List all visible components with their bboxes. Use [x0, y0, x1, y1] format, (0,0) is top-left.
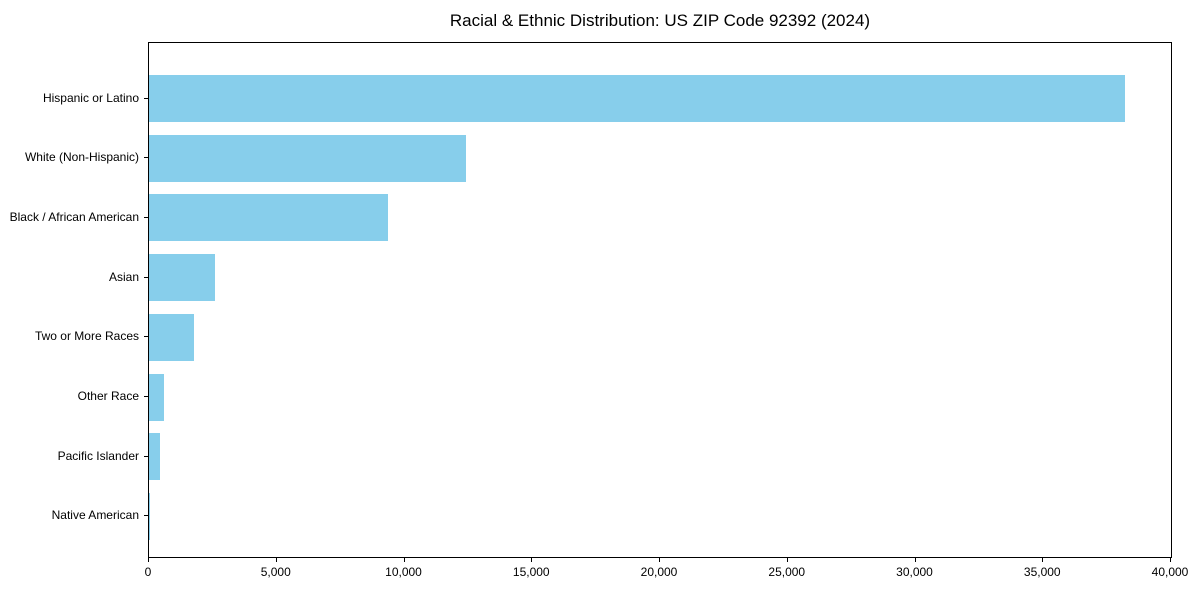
chart-title: Racial & Ethnic Distribution: US ZIP Cod…	[449, 11, 871, 30]
y-tick-mark	[144, 157, 148, 159]
x-tick-mark	[786, 558, 788, 562]
bar-hispanic-or-latino	[149, 75, 1125, 122]
y-tick-mark	[144, 97, 148, 99]
x-tick-mark	[914, 558, 916, 562]
y-tick-mark	[144, 396, 148, 397]
y-tick-label-other-race: Other Race	[77, 389, 139, 403]
x-tick-mark	[403, 558, 405, 562]
x-tick-mark	[1042, 558, 1044, 562]
y-tick-mark	[144, 515, 148, 517]
y-tick-mark	[144, 336, 148, 338]
y-tick-label-black-african-american: Black / African American	[9, 209, 139, 224]
y-tick-label-asian: Asian	[108, 269, 139, 284]
x-tick-label-35000: 35,000	[1023, 565, 1061, 579]
x-tick-mark	[148, 558, 149, 562]
y-tick-mark	[144, 276, 148, 278]
x-tick-mark	[1170, 558, 1171, 562]
bar-asian	[149, 254, 216, 302]
x-tick-mark	[659, 558, 660, 562]
y-tick-label-two-or-more-races: Two or More Races	[34, 329, 139, 344]
x-tick-mark	[531, 558, 533, 562]
x-tick-label-25000: 25,000	[768, 565, 806, 579]
x-tick-label-40000: 40,000	[1151, 565, 1189, 579]
y-tick-mark	[144, 455, 148, 457]
x-tick-label-5000: 5,000	[260, 565, 291, 579]
bar-white-non-hispanic	[149, 134, 466, 182]
bar-other-race	[149, 373, 165, 421]
x-tick-label-0: 0	[144, 565, 152, 579]
y-tick-label-pacific-islander: Pacific Islander	[57, 448, 139, 463]
bar-black-african-american	[149, 194, 388, 242]
x-tick-mark	[275, 558, 277, 562]
y-tick-label-white-non-hispanic: White (Non-Hispanic)	[24, 150, 139, 165]
x-tick-label-15000: 15,000	[512, 565, 550, 579]
x-tick-label-30000: 30,000	[896, 565, 933, 579]
plot-area	[148, 42, 1172, 558]
x-tick-label-10000: 10,000	[385, 565, 422, 579]
y-tick-label-native-american: Native American	[51, 508, 139, 523]
bar-native-american	[149, 492, 151, 540]
x-tick-label-20000: 20,000	[640, 565, 678, 579]
y-tick-label-hispanic-or-latino: Hispanic or Latino	[42, 90, 139, 105]
bar-pacific-islander	[149, 433, 161, 481]
bar-two-or-more-races	[149, 313, 194, 361]
y-tick-mark	[144, 216, 148, 218]
